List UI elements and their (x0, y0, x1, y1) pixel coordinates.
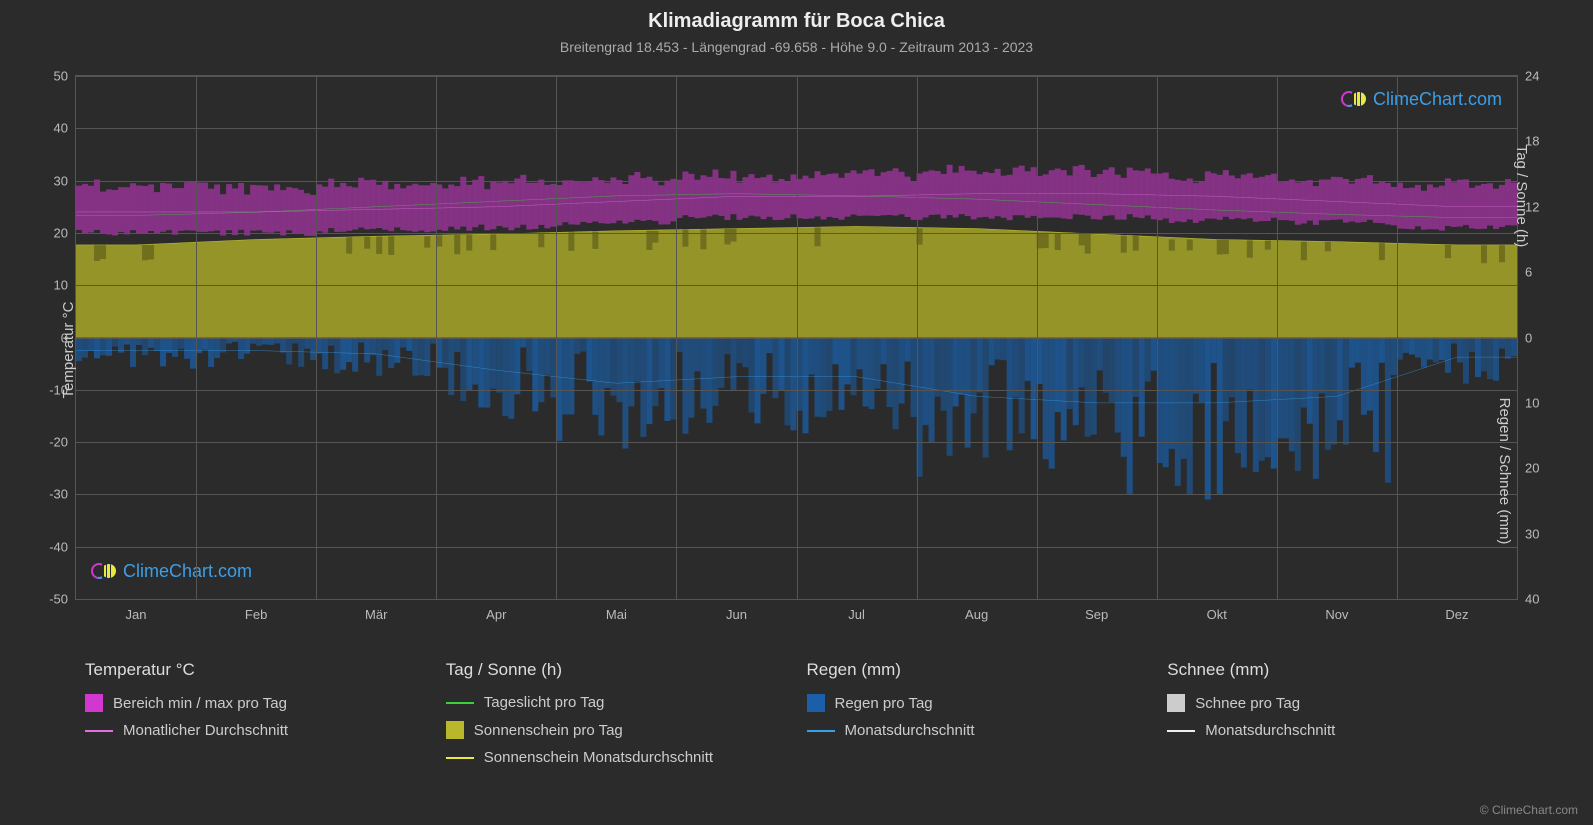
legend: Temperatur °C Bereich min / max pro Tag Mo… (85, 660, 1508, 776)
xtick-month: Dez (1445, 599, 1468, 622)
xtick-month: Jun (726, 599, 747, 622)
ytick-right-bottom: 40 (1517, 592, 1539, 607)
gridline-v (797, 76, 798, 599)
legend-label: Monatsdurchschnitt (1205, 722, 1335, 739)
legend-swatch (807, 694, 825, 712)
legend-item: Regen pro Tag (807, 694, 1148, 712)
legend-item: Monatlicher Durchschnitt (85, 722, 426, 739)
legend-label: Tageslicht pro Tag (484, 694, 605, 711)
legend-swatch (1167, 694, 1185, 712)
ytick-left: 50 (54, 69, 76, 84)
ytick-left: 40 (54, 121, 76, 136)
ytick-right-top: 24 (1517, 69, 1539, 84)
legend-label: Schnee pro Tag (1195, 695, 1300, 712)
legend-label: Monatsdurchschnitt (845, 722, 975, 739)
ytick-right-bottom: 20 (1517, 461, 1539, 476)
xtick-month: Feb (245, 599, 267, 622)
legend-swatch (85, 730, 113, 732)
ytick-left: 30 (54, 173, 76, 188)
legend-swatch (446, 721, 464, 739)
gridline-v (917, 76, 918, 599)
xtick-month: Sep (1085, 599, 1108, 622)
climechart-logo-icon (1341, 86, 1367, 112)
legend-item: Schnee pro Tag (1167, 694, 1508, 712)
ytick-left: -20 (49, 435, 76, 450)
gridline-v (316, 76, 317, 599)
gridline-v (436, 76, 437, 599)
legend-item: Sonnenschein Monatsdurchschnitt (446, 749, 787, 766)
chart-area: ClimeChart.com ClimeChart.com -50-40-30-… (75, 75, 1518, 625)
xtick-month: Nov (1325, 599, 1348, 622)
watermark-text: ClimeChart.com (123, 561, 252, 582)
legend-item: Monatsdurchschnitt (807, 722, 1148, 739)
gridline-v (1157, 76, 1158, 599)
ytick-right-top: 6 (1517, 265, 1532, 280)
chart-title: Klimadiagramm für Boca Chica (0, 0, 1593, 33)
watermark-bottom: ClimeChart.com (91, 558, 252, 584)
watermark-top: ClimeChart.com (1341, 86, 1502, 112)
ytick-left: 10 (54, 278, 76, 293)
gridline-v (1397, 76, 1398, 599)
legend-label: Sonnenschein Monatsdurchschnitt (484, 749, 713, 766)
watermark-text: ClimeChart.com (1373, 89, 1502, 110)
legend-group-title: Regen (mm) (807, 660, 1148, 680)
gridline-v (1277, 76, 1278, 599)
legend-label: Regen pro Tag (835, 695, 933, 712)
ytick-left: -30 (49, 487, 76, 502)
legend-group-title: Temperatur °C (85, 660, 426, 680)
gridline-v (196, 76, 197, 599)
xtick-month: Okt (1207, 599, 1227, 622)
legend-swatch (446, 757, 474, 759)
y-axis-right-bottom-label: Regen / Schnee (mm) (1496, 398, 1513, 545)
gridline-v (1037, 76, 1038, 599)
ytick-left: -40 (49, 539, 76, 554)
ytick-right-top: 0 (1517, 330, 1532, 345)
legend-label: Bereich min / max pro Tag (113, 695, 287, 712)
ytick-right-bottom: 10 (1517, 395, 1539, 410)
legend-item: Monatsdurchschnitt (1167, 722, 1508, 739)
legend-group-title: Tag / Sonne (h) (446, 660, 787, 680)
xtick-month: Aug (965, 599, 988, 622)
xtick-month: Apr (486, 599, 506, 622)
xtick-month: Jan (126, 599, 147, 622)
y-axis-right-top-label: Tag / Sonne (h) (1513, 145, 1530, 248)
legend-group: Schnee (mm) Schnee pro Tag Monatsdurchschn… (1167, 660, 1508, 776)
ytick-right-bottom: 30 (1517, 526, 1539, 541)
legend-swatch (807, 730, 835, 732)
xtick-month: Jul (848, 599, 865, 622)
legend-label: Monatlicher Durchschnitt (123, 722, 288, 739)
gridline-v (556, 76, 557, 599)
legend-swatch (1167, 730, 1195, 732)
gridline-v (676, 76, 677, 599)
xtick-month: Mai (606, 599, 627, 622)
legend-group: Regen (mm) Regen pro Tag Monatsdurchschnit… (807, 660, 1148, 776)
legend-swatch (85, 694, 103, 712)
y-axis-left-label: Temperatur °C (60, 302, 77, 399)
ytick-left: -50 (49, 592, 76, 607)
legend-group: Tag / Sonne (h) Tageslicht pro Tag Sonnens… (446, 660, 787, 776)
legend-swatch (446, 702, 474, 704)
legend-group-title: Schnee (mm) (1167, 660, 1508, 680)
legend-label: Sonnenschein pro Tag (474, 722, 623, 739)
climechart-logo-icon (91, 558, 117, 584)
legend-item: Bereich min / max pro Tag (85, 694, 426, 712)
xtick-month: Mär (365, 599, 387, 622)
legend-group: Temperatur °C Bereich min / max pro Tag Mo… (85, 660, 426, 776)
chart-subtitle: Breitengrad 18.453 - Längengrad -69.658 … (0, 33, 1593, 55)
ytick-left: 20 (54, 225, 76, 240)
gridline-h (76, 599, 1517, 600)
plot-region: ClimeChart.com ClimeChart.com -50-40-30-… (75, 75, 1518, 600)
legend-item: Tageslicht pro Tag (446, 694, 787, 711)
copyright-text: © ClimeChart.com (1480, 803, 1578, 817)
legend-item: Sonnenschein pro Tag (446, 721, 787, 739)
